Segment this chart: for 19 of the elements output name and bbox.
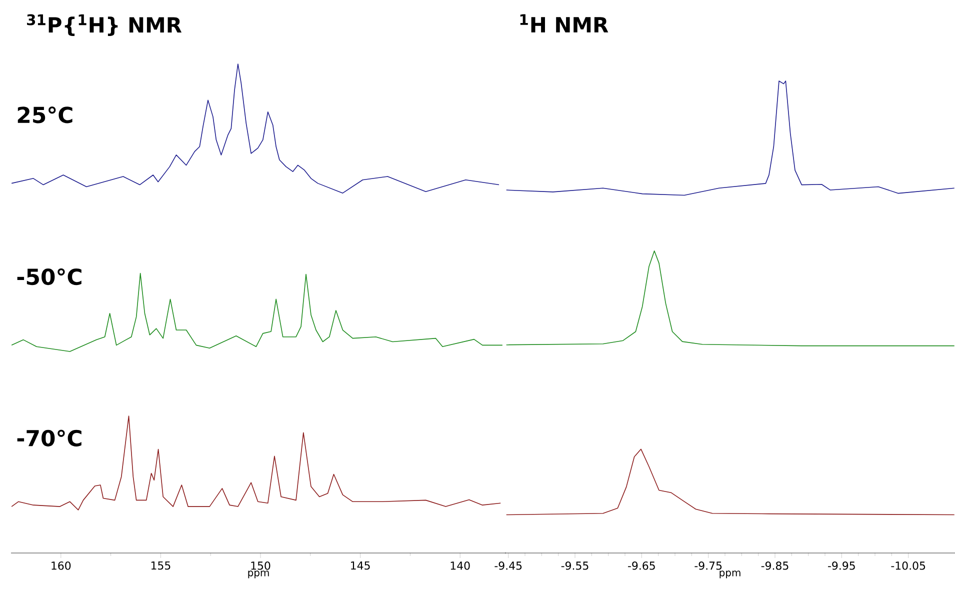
- chart-title: $^{1}$H NMR: [520, 14, 608, 32]
- series-label: -50°C: [17, 268, 82, 286]
- x-tick-label: -9.55: [561, 562, 588, 570]
- x-tick-label: 155: [151, 562, 170, 570]
- x-tick-label: 160: [52, 562, 71, 570]
- x-tick-label: -9.95: [828, 562, 855, 570]
- x-tick-label: -10.05: [891, 562, 926, 570]
- x-tick-label: 140: [450, 562, 470, 570]
- x-tick-label: 150: [251, 562, 270, 570]
- chart-title: $^{31}$P{$^{1}$H} NMR: [27, 14, 182, 36]
- x-tick-label: -9.75: [694, 562, 722, 570]
- x-tick-label: -9.65: [628, 562, 655, 570]
- x-axis-title: ppm: [720, 570, 740, 578]
- series-label: -70°C: [17, 430, 82, 446]
- x-tick-label: 145: [351, 562, 370, 570]
- x-tick-label: -9.85: [761, 562, 788, 570]
- x-tick-label: -9.45: [494, 562, 522, 570]
- x-axis-title: ppm: [248, 570, 269, 578]
- text: 25°C: [18, 106, 72, 124]
